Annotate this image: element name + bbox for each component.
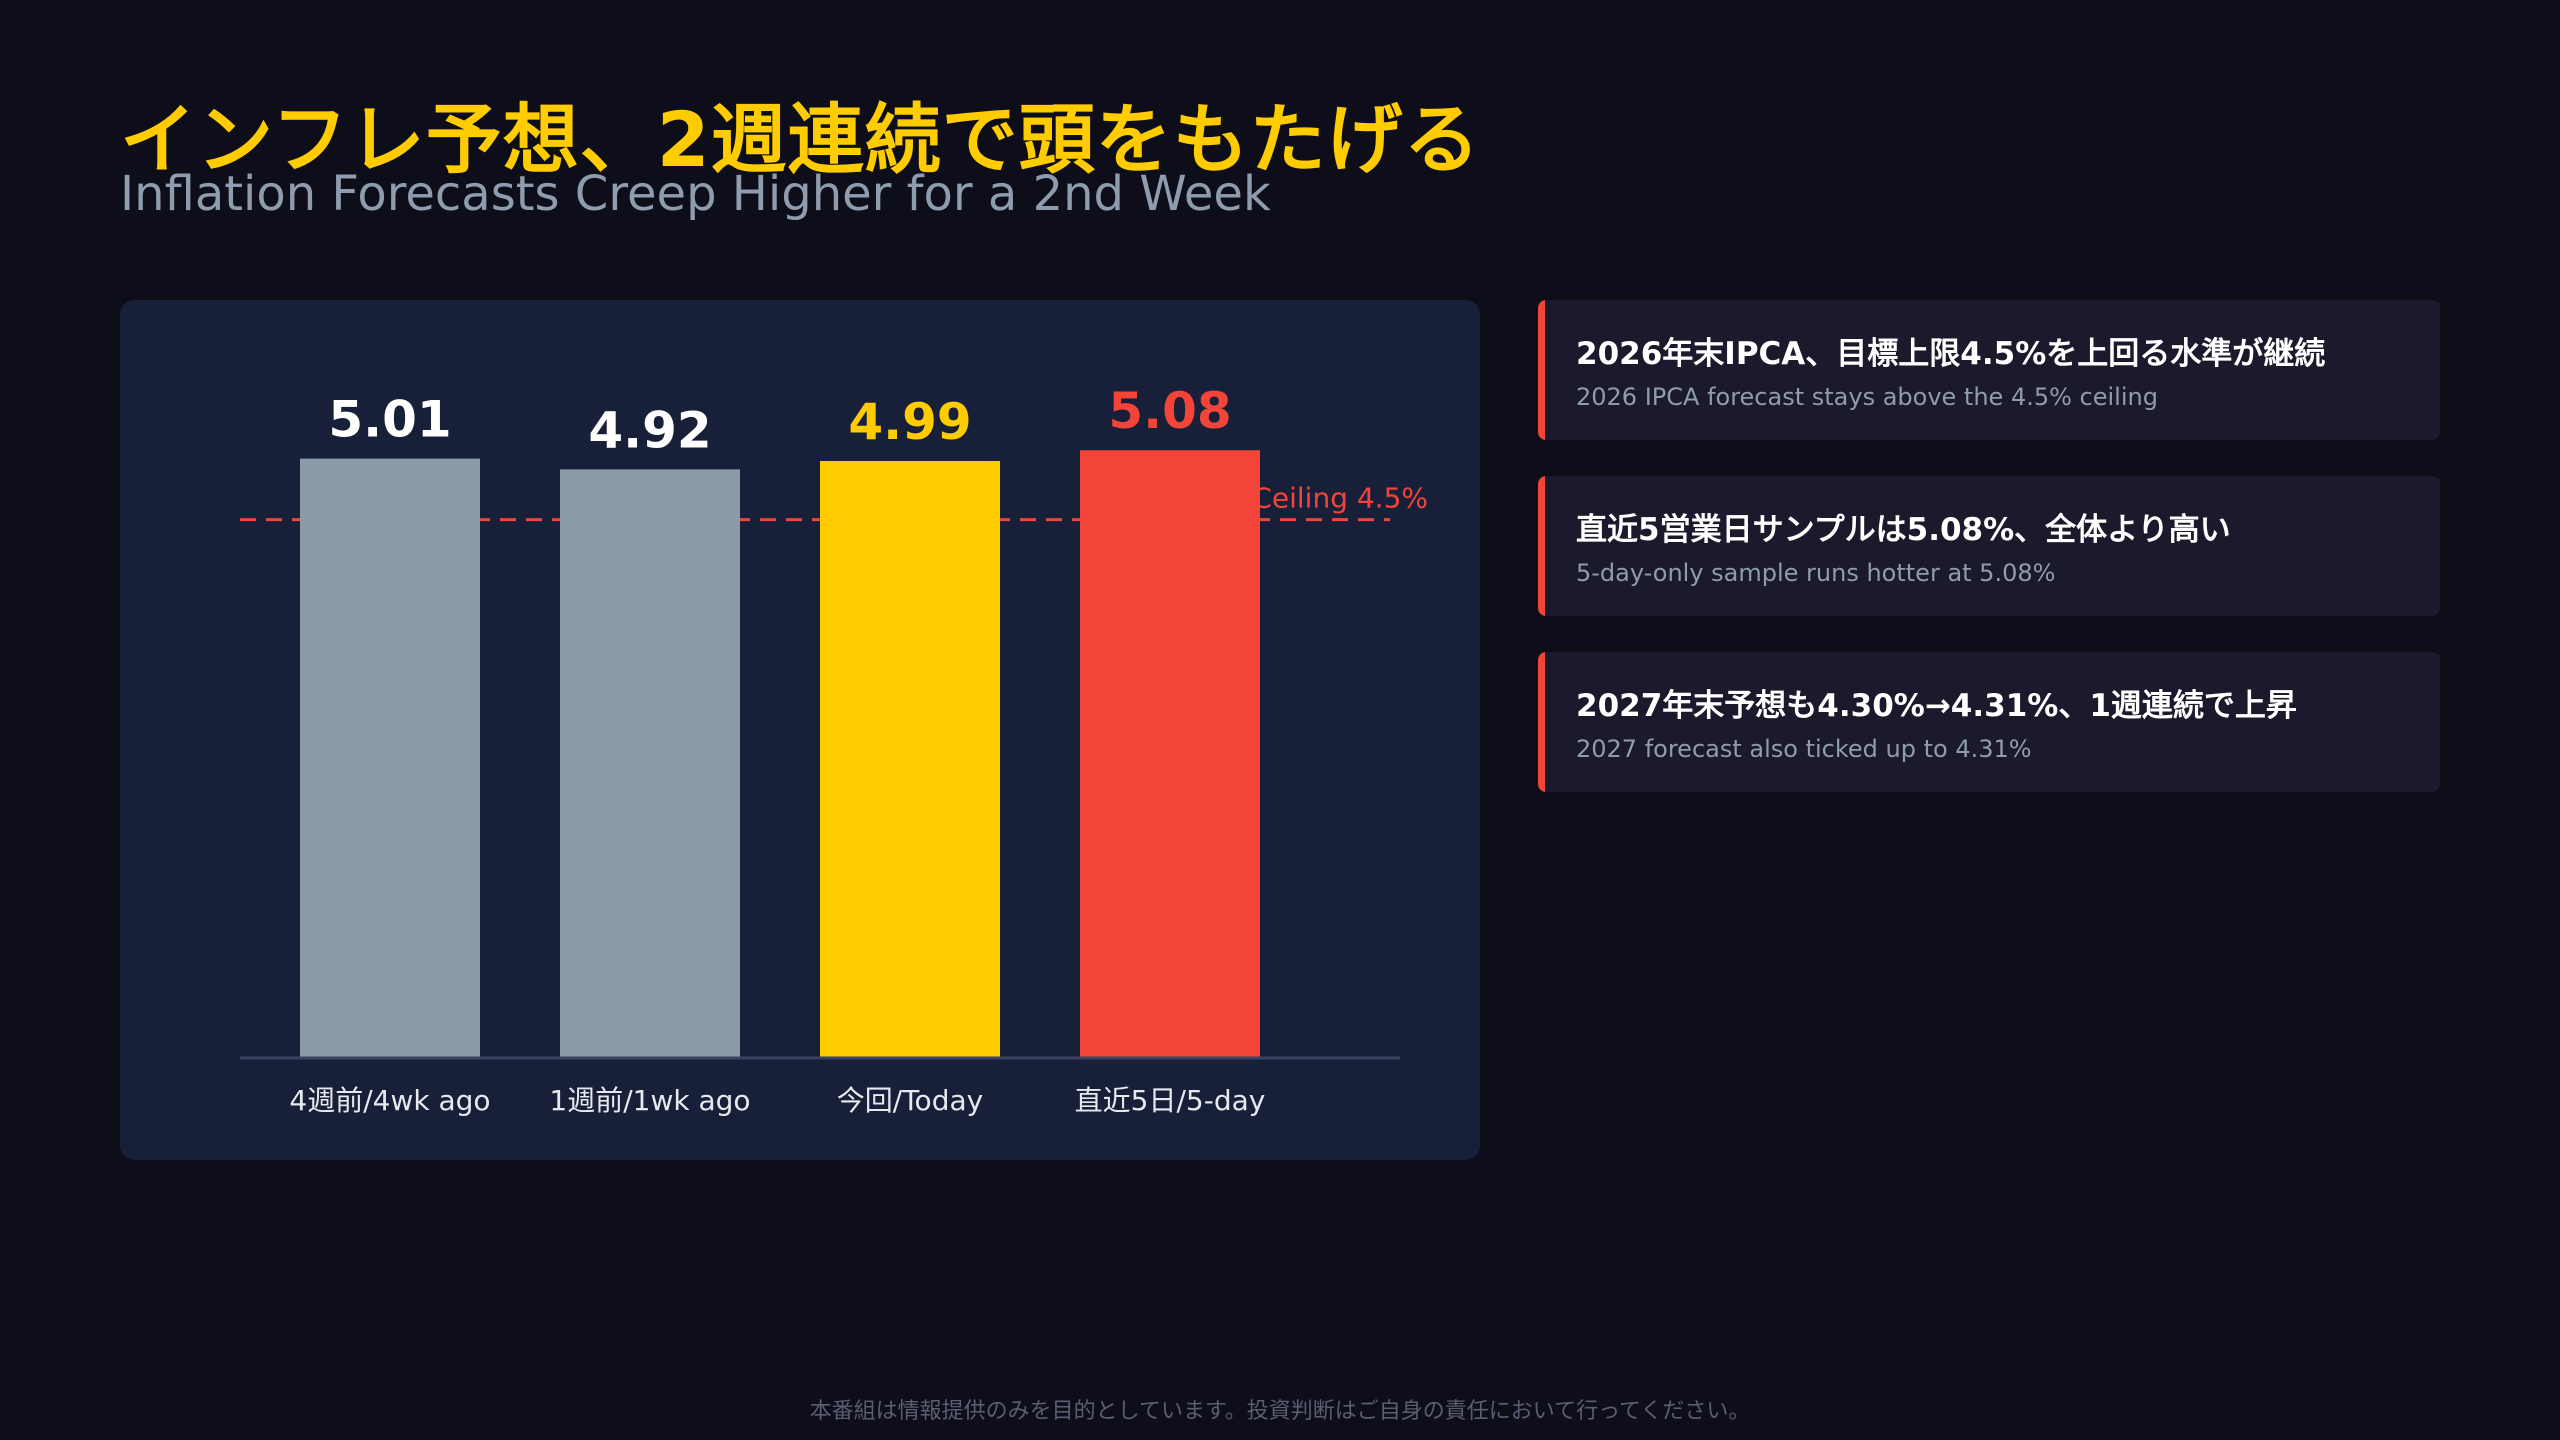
x-tick-label: 1週前/1wk ago (549, 1084, 750, 1117)
bar (560, 469, 740, 1058)
page-title: インフレ予想、2週連続で頭をもたげる (120, 95, 1481, 184)
card-subtitle: 5-day-only sample runs hotter at 5.08% (1576, 559, 2056, 587)
card-title: 2027年末予想も4.30%→4.31%、1週連続で上昇 (1576, 688, 2297, 724)
bar-value-label: 5.08 (1108, 382, 1231, 440)
card-accent-bar (1538, 300, 1545, 440)
bar-value-label: 4.99 (848, 393, 971, 451)
x-tick-label: 直近5日/5-day (1075, 1084, 1266, 1117)
card-accent-bar (1538, 652, 1545, 792)
chart-panel: 5.01 4週前/4wk ago 4.92 1週前/1wk ago 4.99 今回/Tod… (120, 300, 1480, 1160)
bar (820, 460, 1000, 1058)
page-subtitle: Inflation Forecasts Creep Higher for a 2… (120, 166, 1271, 222)
bar-value-label: 4.92 (588, 401, 711, 459)
insight-card: 2027年末予想も4.30%→4.31%、1週連続で上昇 2027 foreca… (1538, 652, 2440, 792)
card-accent-bar (1538, 476, 1545, 616)
x-tick-label: 4週前/4wk ago (289, 1084, 490, 1117)
insight-card: 2026年末IPCA、目標上限4.5%を上回る水準が継続 2026 IPCA f… (1538, 300, 2440, 440)
bar (1080, 450, 1260, 1058)
ceiling-label: Ceiling 4.5% (1252, 482, 1428, 515)
insight-card: 直近5営業日サンプルは5.08%、全体より高い 5-day-only sampl… (1538, 476, 2440, 616)
card-subtitle: 2026 IPCA forecast stays above the 4.5% … (1576, 383, 2158, 411)
bar-chart: 5.01 4週前/4wk ago 4.92 1週前/1wk ago 4.99 今回/Tod… (240, 382, 1428, 1117)
bar-value-label: 5.01 (328, 391, 451, 449)
insight-cards: 2026年末IPCA、目標上限4.5%を上回る水準が継続 2026 IPCA f… (1538, 300, 2440, 828)
card-subtitle: 2027 forecast also ticked up to 4.31% (1576, 735, 2032, 763)
x-tick-label: 今回/Today (837, 1084, 983, 1117)
bar (300, 458, 480, 1058)
card-title: 2026年末IPCA、目標上限4.5%を上回る水準が継続 (1576, 336, 2326, 372)
disclaimer-footer: 本番組は情報提供のみを目的としています。投資判断はご自身の責任において行ってくだ… (809, 1399, 1751, 1424)
card-title: 直近5営業日サンプルは5.08%、全体より高い (1576, 512, 2231, 548)
